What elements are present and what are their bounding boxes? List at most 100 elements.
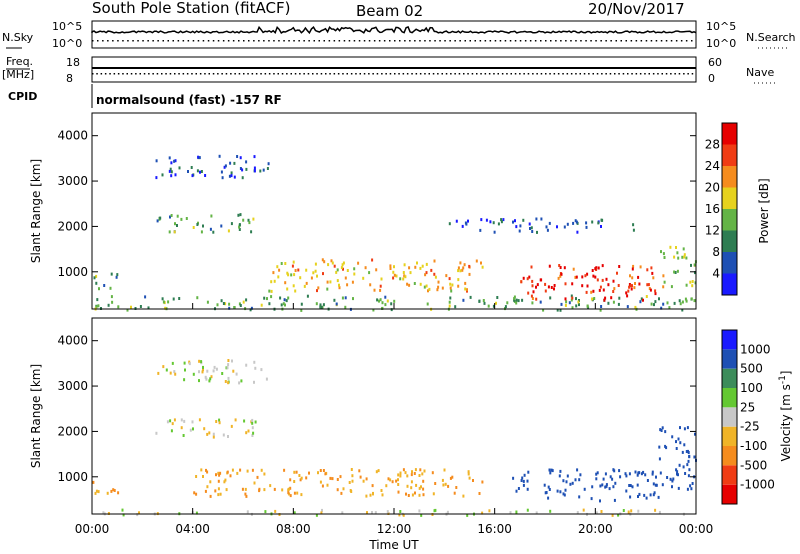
heatmap-cell — [246, 469, 249, 473]
heatmap-cell — [136, 513, 139, 517]
heatmap-cell — [406, 484, 409, 488]
heatmap-cell — [419, 282, 422, 286]
x-tick-label: 16:00 — [477, 522, 512, 536]
heatmap-cell — [689, 280, 692, 284]
velocity-heatmap-cells — [92, 359, 697, 517]
nsearch-trace-dot — [545, 40, 547, 42]
heatmap-cell — [291, 264, 294, 268]
heatmap-cell — [549, 471, 552, 475]
heatmap-cell — [629, 274, 631, 278]
nave-trace-dot — [540, 73, 543, 75]
nsearch-trace-dot — [253, 40, 255, 42]
heatmap-cell — [198, 359, 201, 363]
heatmap-cell — [446, 510, 449, 514]
heatmap-cell — [252, 431, 255, 435]
heatmap-cell — [676, 251, 679, 255]
heatmap-cell — [372, 491, 374, 495]
heatmap-cell — [203, 427, 206, 431]
heatmap-cell — [102, 511, 105, 515]
heatmap-cell — [451, 283, 454, 287]
nave-trace-dot — [385, 73, 387, 75]
heatmap-cell — [169, 371, 172, 375]
power-colorbar-segment — [722, 209, 737, 231]
heatmap-cell — [595, 511, 598, 515]
heatmap-cell — [575, 297, 577, 301]
heatmap-cell — [298, 474, 301, 477]
nave-trace-dot — [251, 73, 254, 75]
heatmap-cell — [673, 270, 676, 274]
nave-trace-dot — [368, 73, 370, 75]
power-colorbar-segment — [722, 144, 737, 166]
nsearch-trace-dot — [519, 40, 522, 42]
heatmap-cell — [406, 282, 409, 286]
heatmap-cell — [214, 489, 217, 493]
heatmap-cell — [640, 297, 643, 301]
heatmap-cell — [673, 301, 676, 305]
heatmap-cell — [515, 510, 518, 514]
nsearch-trace-dot — [565, 40, 567, 42]
heatmap-cell — [225, 488, 228, 492]
heatmap-cell — [393, 273, 396, 277]
heatmap-cell — [351, 474, 354, 478]
heatmap-cell — [263, 296, 266, 300]
nave-trace-dot — [471, 73, 474, 75]
heatmap-cell — [344, 276, 347, 280]
heatmap-cell — [209, 480, 212, 484]
heatmap-cell — [226, 470, 229, 474]
heatmap-cell — [632, 223, 635, 227]
heatmap-cell — [448, 300, 451, 304]
heatmap-cell — [198, 418, 201, 422]
heatmap-cell — [321, 258, 324, 262]
heatmap-cell — [339, 475, 342, 479]
velocity-colorbar-frame — [721, 329, 738, 505]
heatmap-cell — [386, 510, 389, 514]
heatmap-cell — [231, 359, 233, 363]
heatmap-cell — [397, 478, 399, 482]
heatmap-cell — [251, 421, 254, 425]
heatmap-cell — [215, 473, 217, 477]
heatmap-cell — [389, 264, 392, 268]
nsearch-trace-dot — [650, 40, 653, 42]
nave-trace-dot — [639, 73, 642, 75]
heatmap-cell — [161, 173, 164, 177]
heatmap-cell — [693, 263, 696, 267]
nave-top-tick: 60 — [708, 56, 722, 69]
heatmap-cell — [607, 283, 610, 287]
nave-trace-dot — [316, 73, 318, 75]
heatmap-cell — [646, 479, 649, 482]
heatmap-cell — [189, 428, 192, 432]
nsearch-trace-dot — [514, 40, 517, 42]
heatmap-cell — [545, 225, 548, 229]
heatmap-cell — [322, 272, 324, 276]
heatmap-cell — [613, 498, 616, 502]
heatmap-cell — [566, 222, 569, 226]
heatmap-cell — [685, 450, 688, 453]
nave-trace-dot — [204, 73, 206, 75]
nave-trace-dot — [212, 73, 215, 75]
heatmap-cell — [199, 170, 201, 174]
heatmap-cell — [397, 483, 400, 486]
heatmap-cell — [174, 159, 177, 163]
heatmap-cell — [571, 296, 574, 300]
heatmap-cell — [677, 437, 680, 441]
heatmap-cell — [585, 225, 588, 229]
heatmap-cell — [549, 509, 552, 513]
heatmap-cell — [286, 271, 289, 275]
heatmap-cell — [585, 221, 588, 225]
heatmap-cell — [126, 308, 129, 312]
heatmap-cell — [319, 480, 322, 484]
heatmap-cell — [378, 299, 380, 303]
heatmap-cell — [280, 303, 283, 307]
heatmap-cell — [322, 469, 325, 472]
nave-label: Nave — [746, 66, 774, 79]
nave-trace-dot — [255, 73, 258, 75]
heatmap-cell — [239, 167, 242, 170]
heatmap-cell — [238, 223, 241, 227]
heatmap-cell — [570, 294, 573, 298]
heatmap-cell — [639, 265, 642, 269]
heatmap-cell — [669, 477, 672, 481]
heatmap-cell — [564, 297, 567, 301]
nave-trace-dot — [463, 73, 465, 75]
heatmap-cell — [694, 271, 696, 275]
heatmap-cell — [380, 277, 383, 281]
